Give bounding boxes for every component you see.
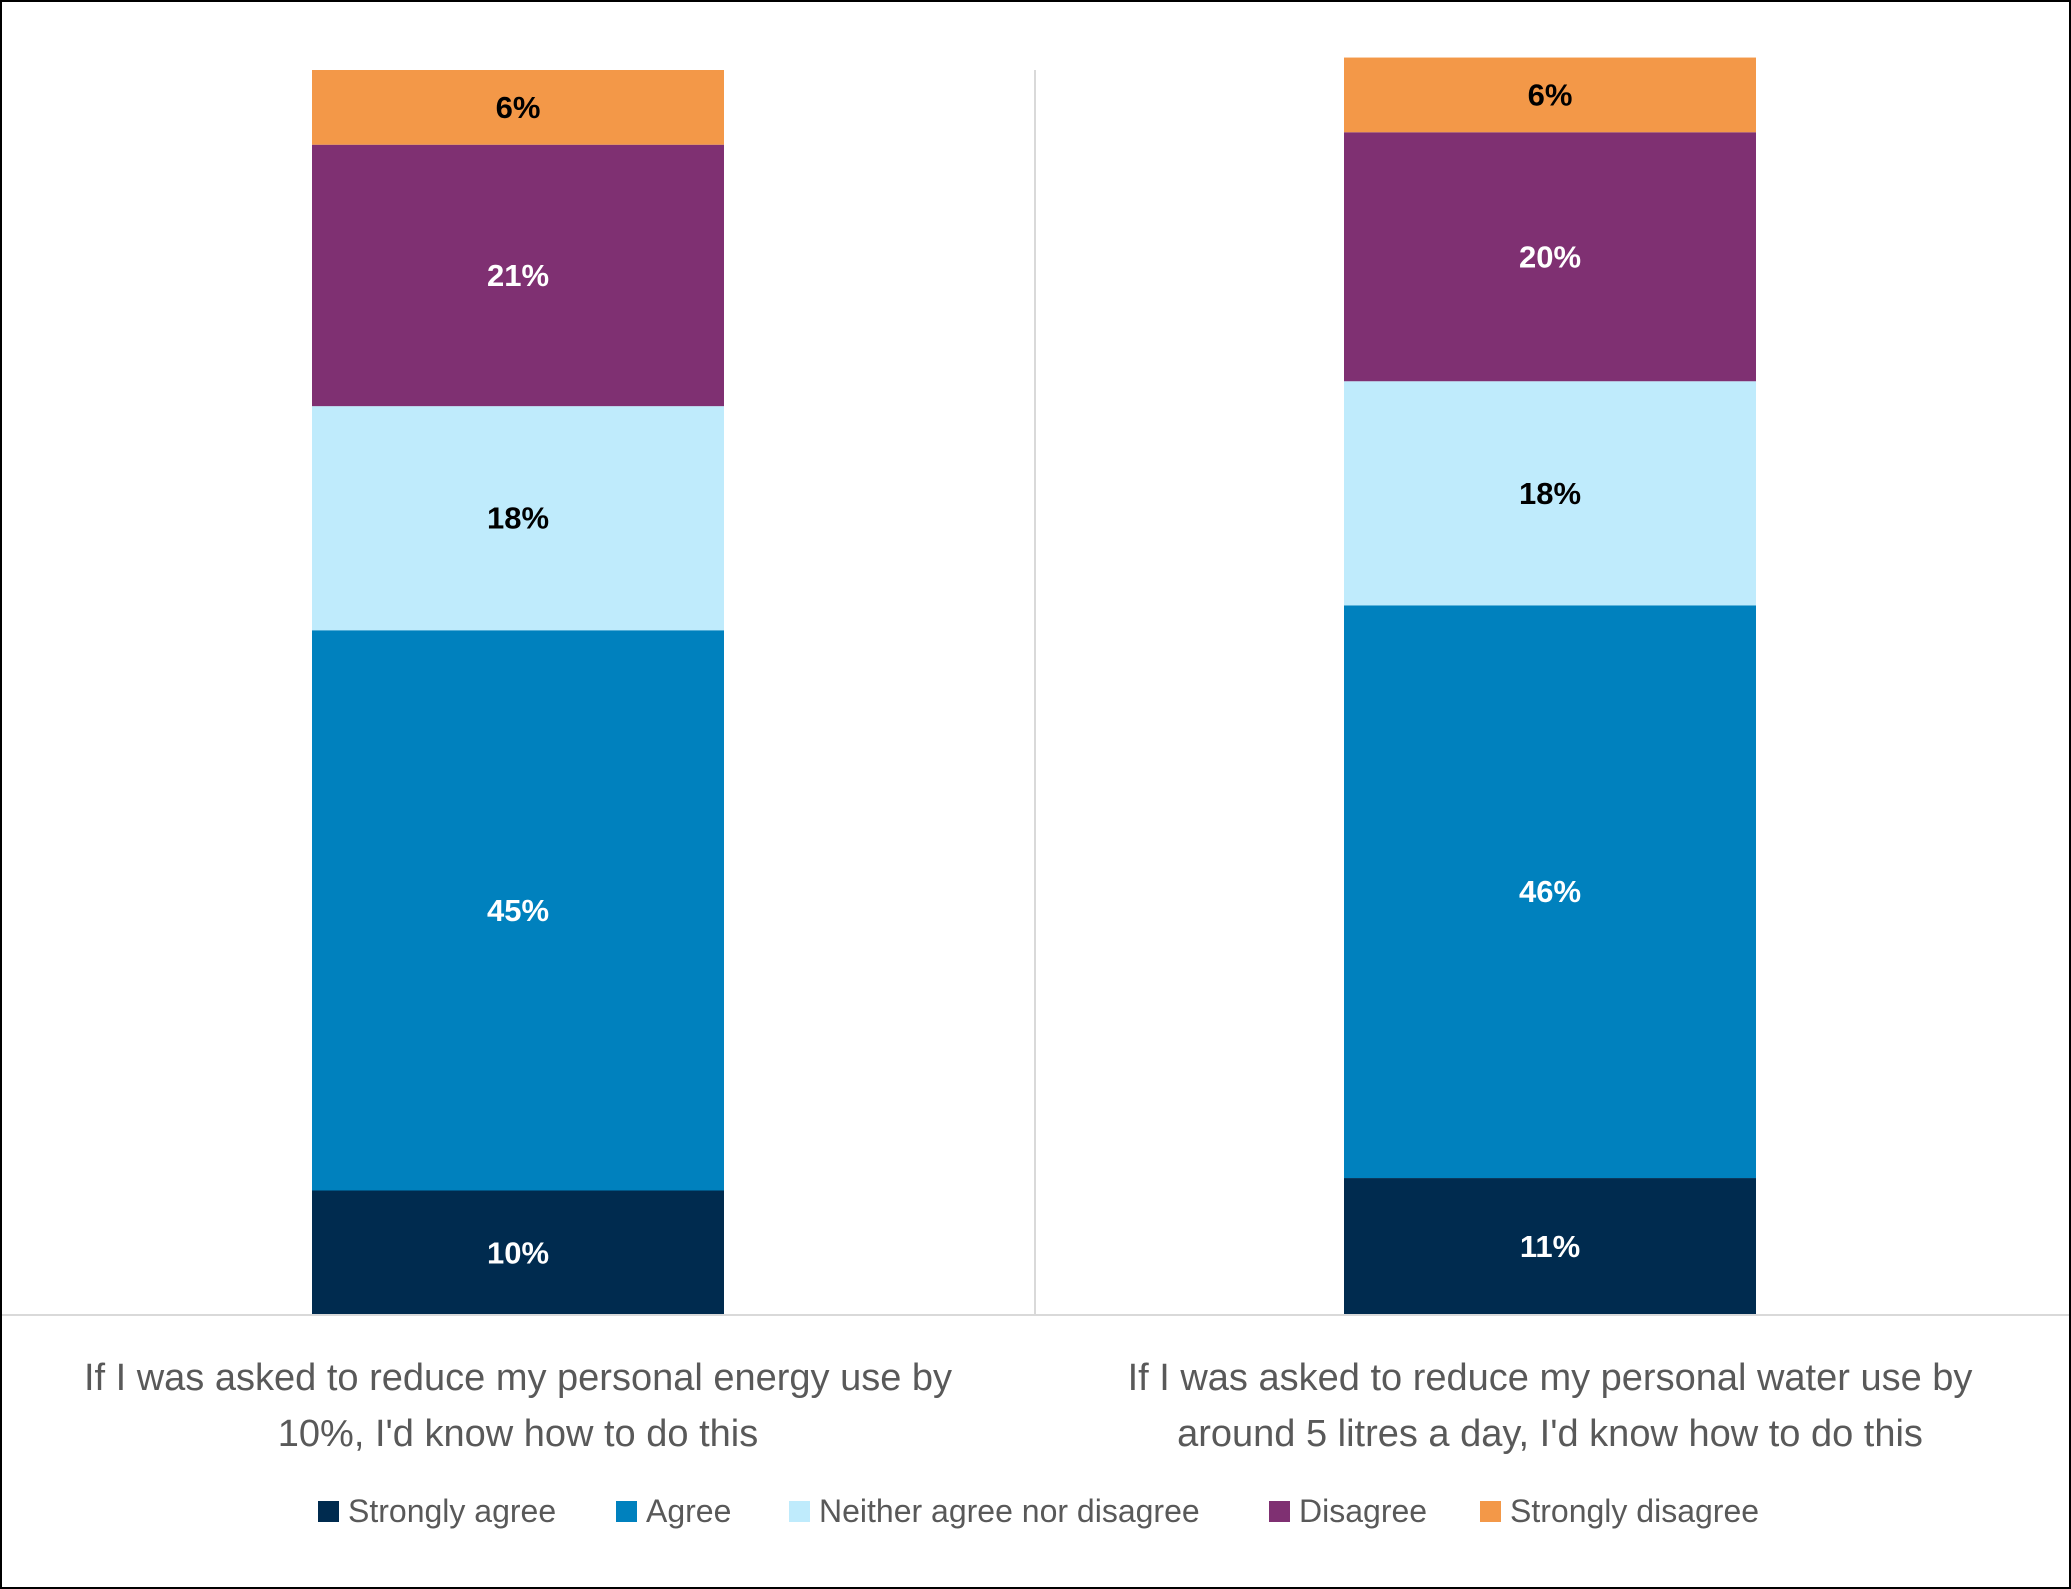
category-labels-layer: If I was asked to reduce my personal ene… bbox=[84, 1357, 1972, 1455]
data-label: 10% bbox=[487, 1235, 549, 1270]
legend: Strongly agree Agree Neither agree nor dis… bbox=[318, 1493, 1759, 1529]
data-label: 6% bbox=[496, 90, 541, 125]
data-label: 45% bbox=[487, 893, 549, 928]
category-label: If I was asked to reduce my personal ene… bbox=[84, 1357, 952, 1399]
bar-segment-neither-agree-nor-disagree-1 bbox=[312, 406, 724, 631]
data-label: 6% bbox=[1528, 77, 1573, 112]
bar-segment-disagree-1 bbox=[312, 144, 724, 407]
data-label: 18% bbox=[1519, 476, 1581, 511]
axes-layer bbox=[2, 70, 2069, 1316]
legend-label: Strongly disagree bbox=[1510, 1493, 1759, 1529]
data-label: 20% bbox=[1519, 239, 1581, 274]
category-label: around 5 litres a day, I'd know how to d… bbox=[1177, 1413, 1923, 1455]
data-labels-layer: 10% 45% 18% 21% 6% 11% 46% 18% 20% 6% bbox=[487, 77, 1581, 1270]
bar-segment-strongly-agree-2 bbox=[1344, 1178, 1756, 1315]
data-label: 46% bbox=[1519, 874, 1581, 909]
bar-segment-strongly-disagree-2 bbox=[1344, 57, 1756, 133]
data-label: 18% bbox=[487, 501, 549, 536]
legend-swatch bbox=[1480, 1501, 1501, 1522]
bar-segment-disagree-2 bbox=[1344, 132, 1756, 382]
legend-label: Neither agree nor disagree bbox=[819, 1493, 1200, 1529]
bar-segment-strongly-agree-1 bbox=[312, 1190, 724, 1315]
data-label: 21% bbox=[487, 258, 549, 293]
legend-label: Disagree bbox=[1299, 1493, 1427, 1529]
bar-segment-agree-1 bbox=[312, 630, 724, 1191]
bar-segment-agree-2 bbox=[1344, 605, 1756, 1179]
category-label: If I was asked to reduce my personal wat… bbox=[1128, 1357, 1973, 1399]
legend-swatch bbox=[318, 1501, 339, 1522]
bar-segment-neither-agree-nor-disagree-2 bbox=[1344, 381, 1756, 606]
legend-swatch bbox=[1269, 1501, 1290, 1522]
category-label: 10%, I'd know how to do this bbox=[278, 1413, 758, 1455]
legend-label: Strongly agree bbox=[348, 1493, 556, 1529]
legend-label: Agree bbox=[646, 1493, 731, 1529]
legend-swatch bbox=[789, 1501, 810, 1522]
data-label: 11% bbox=[1520, 1229, 1580, 1264]
bars-layer bbox=[312, 57, 1756, 1315]
legend-swatch bbox=[616, 1501, 637, 1522]
bar-segment-strongly-disagree-1 bbox=[312, 70, 724, 145]
